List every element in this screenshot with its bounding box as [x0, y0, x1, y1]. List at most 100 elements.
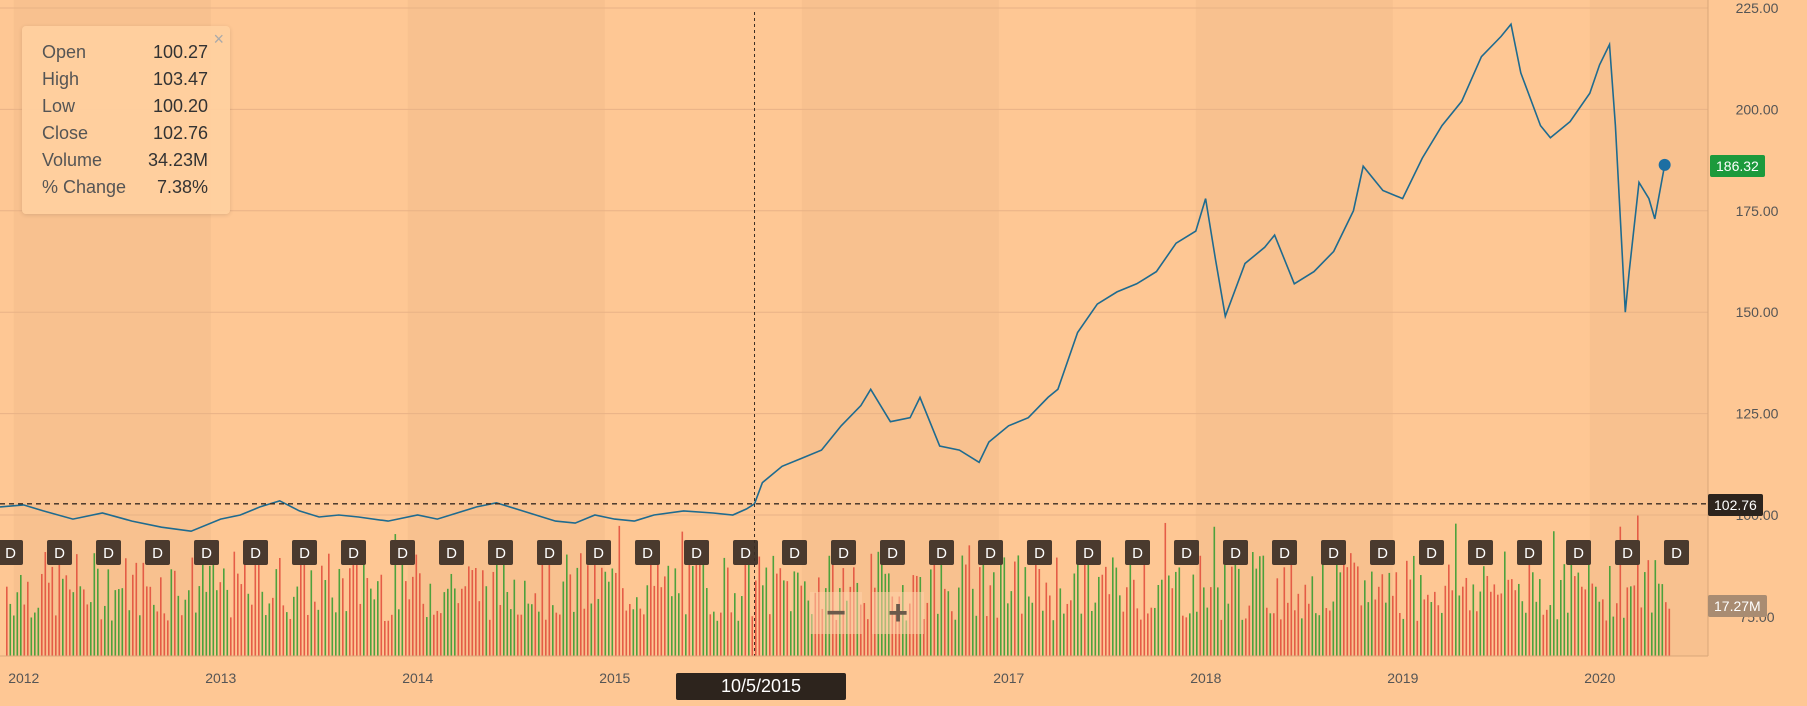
- dividend-marker[interactable]: D: [1566, 540, 1591, 565]
- volume-bar: [1357, 566, 1359, 656]
- volume-bar: [111, 620, 113, 656]
- volume-bar: [944, 588, 946, 656]
- dividend-marker[interactable]: D: [145, 540, 170, 565]
- dividend-marker[interactable]: D: [1272, 540, 1297, 565]
- dividend-marker[interactable]: D: [1223, 540, 1248, 565]
- dividend-marker[interactable]: D: [1125, 540, 1150, 565]
- dividend-marker[interactable]: D: [0, 540, 23, 565]
- volume-bar: [1626, 587, 1629, 656]
- dividend-marker[interactable]: D: [390, 540, 415, 565]
- dividend-marker[interactable]: D: [880, 540, 905, 565]
- volume-bar: [1196, 611, 1198, 656]
- volume-bar: [1549, 605, 1552, 656]
- volume-bar: [1350, 553, 1352, 656]
- dividend-marker[interactable]: D: [243, 540, 268, 565]
- volume-bar: [1567, 612, 1569, 656]
- dividend-marker[interactable]: D: [684, 540, 709, 565]
- volume-bar: [562, 581, 565, 656]
- dividend-marker-label: D: [1083, 545, 1094, 562]
- volume-bar: [426, 617, 428, 656]
- dividend-marker[interactable]: D: [1370, 540, 1395, 565]
- dividend-marker[interactable]: D: [488, 540, 513, 565]
- volume-bar: [723, 557, 726, 656]
- dividend-marker[interactable]: D: [1321, 540, 1346, 565]
- volume-bar: [107, 569, 110, 656]
- volume-bar: [286, 612, 288, 656]
- volume-bar: [1392, 595, 1394, 656]
- volume-bar: [20, 574, 22, 656]
- volume-bar: [1497, 594, 1499, 656]
- volume-bar: [1609, 565, 1611, 656]
- volume-bar: [993, 572, 995, 656]
- volume-bar: [1308, 603, 1310, 656]
- volume-bar: [1574, 576, 1576, 656]
- dividend-marker[interactable]: D: [537, 540, 562, 565]
- dividend-marker-label: D: [103, 545, 114, 562]
- dividend-marker[interactable]: D: [978, 540, 1003, 565]
- dividend-marker[interactable]: D: [1615, 540, 1640, 565]
- volume-bar: [1560, 579, 1562, 656]
- volume-bar: [321, 565, 323, 656]
- volume-bar: [1283, 567, 1286, 656]
- volume-bar: [905, 620, 908, 656]
- volume-bar: [835, 619, 838, 656]
- x-axis: 2012 2013 2014 2015 2017 2018 2019 2020: [8, 670, 1615, 686]
- volume-bar: [468, 566, 470, 656]
- volume-bar: [209, 565, 211, 656]
- volume-bar: [1514, 590, 1517, 656]
- dividend-marker[interactable]: D: [1517, 540, 1542, 565]
- volume-bar: [947, 591, 950, 656]
- volume-bar: [972, 588, 974, 656]
- dividend-marker[interactable]: D: [586, 540, 611, 565]
- zoom-in-button[interactable]: +: [872, 592, 924, 634]
- volume-bar: [1430, 602, 1433, 656]
- volume-bar: [1164, 522, 1167, 656]
- dividend-marker[interactable]: D: [439, 540, 464, 565]
- dividend-marker[interactable]: D: [1468, 540, 1493, 565]
- dividend-marker[interactable]: D: [341, 540, 366, 565]
- volume-bar: [118, 589, 120, 656]
- dividend-marker[interactable]: D: [782, 540, 807, 565]
- volume-bar: [93, 553, 96, 656]
- dividend-marker[interactable]: D: [292, 540, 317, 565]
- tooltip-label: Volume: [42, 150, 103, 170]
- volume-bar: [9, 603, 12, 656]
- volume-bar: [48, 582, 50, 656]
- volume-bar: [1413, 555, 1415, 656]
- volume-bar: [587, 565, 589, 656]
- dividend-marker[interactable]: D: [1076, 540, 1101, 565]
- dividend-marker[interactable]: D: [1027, 540, 1052, 565]
- dividend-marker[interactable]: D: [929, 540, 954, 565]
- volume-bar: [1525, 612, 1527, 656]
- volume-bar: [1381, 574, 1384, 656]
- dividend-marker-label: D: [593, 545, 604, 562]
- volume-bar: [968, 545, 971, 656]
- volume-bar: [1059, 588, 1062, 656]
- volume-bar: [1479, 591, 1482, 656]
- dividend-marker-label: D: [1573, 545, 1584, 562]
- dividend-marker[interactable]: D: [635, 540, 660, 565]
- volume-bar: [1098, 576, 1100, 656]
- volume-bar: [1122, 611, 1125, 656]
- dividend-marker[interactable]: D: [733, 540, 758, 565]
- dividend-marker[interactable]: D: [96, 540, 121, 565]
- dividend-marker[interactable]: D: [1664, 540, 1689, 565]
- dividend-marker[interactable]: D: [1419, 540, 1444, 565]
- dividend-marker[interactable]: D: [1174, 540, 1199, 565]
- volume-bar: [790, 611, 792, 656]
- close-icon[interactable]: ×: [213, 29, 224, 49]
- volume-bar: [986, 616, 988, 656]
- dividend-marker[interactable]: D: [831, 540, 856, 565]
- volume-bar: [1266, 607, 1268, 656]
- volume-bar: [436, 610, 439, 656]
- volume-bar: [23, 604, 26, 656]
- zoom-out-button[interactable]: −: [810, 592, 862, 634]
- volume-bar: [503, 557, 505, 656]
- volume-bar: [356, 558, 358, 656]
- dividend-marker[interactable]: D: [194, 540, 219, 565]
- volume-bar: [370, 588, 372, 656]
- volume-bar: [366, 578, 369, 656]
- volume-bar: [394, 534, 397, 656]
- dividend-marker[interactable]: D: [47, 540, 72, 565]
